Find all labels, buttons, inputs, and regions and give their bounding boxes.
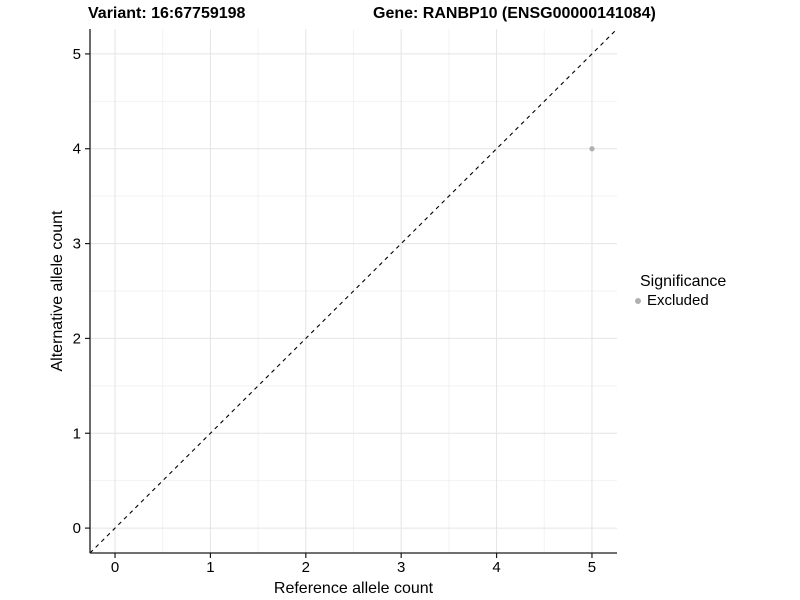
y-tick-label: 3 [73,236,81,253]
excluded-point-icon [635,297,641,304]
x-tick-label: 0 [111,559,119,576]
y-tick-label: 1 [73,425,81,442]
y-tick-label: 5 [73,46,81,63]
y-tick-label: 2 [73,330,81,347]
plot-title-variant: Variant: 16:67759198 [88,5,246,22]
x-tick-label: 3 [397,559,405,576]
x-tick-label: 2 [302,559,310,576]
x-tick-label: 1 [206,559,214,576]
x-tick-label: 5 [588,559,596,576]
y-tick-label: 0 [73,520,81,537]
legend-title: Significance [640,273,727,290]
legend: Significance Excluded [631,272,726,310]
y-axis-title: Alternative allele count [49,210,66,372]
y-tick-label: 4 [73,141,81,158]
x-tick-label: 4 [492,559,500,576]
x-axis-title: Reference allele count [273,580,434,597]
legend-entry-label: Excluded [647,292,709,309]
plot-title-gene: Gene: RANBP10 (ENSG00000141084) [373,5,656,22]
data-point [589,146,595,152]
identity-reference-line [89,28,618,554]
legend-entry-excluded: Excluded [631,291,726,310]
